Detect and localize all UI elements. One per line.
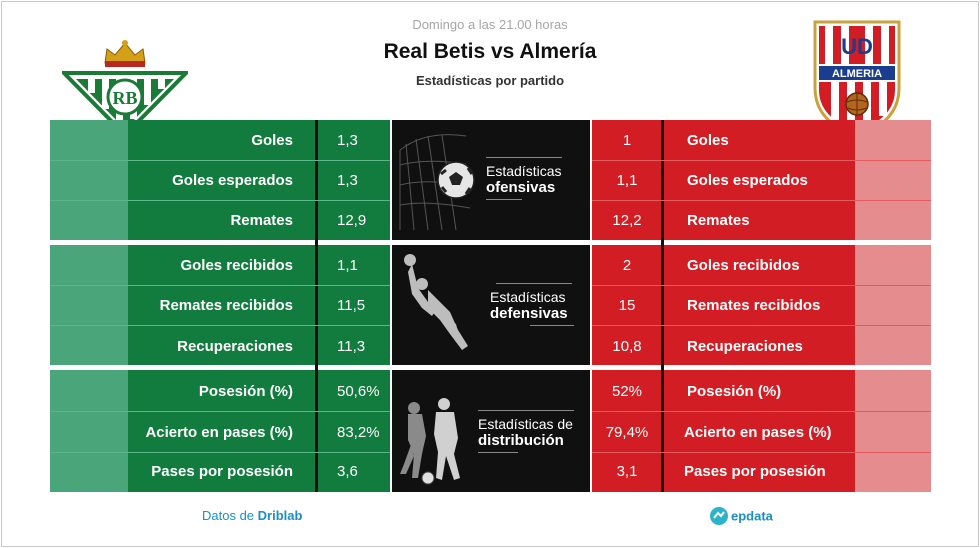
panel-offensive-rule-bottom — [486, 199, 522, 200]
almeria-stat-label: Pases por posesión — [684, 463, 826, 480]
betis-value-divider — [315, 120, 318, 492]
betis-stat-value: 11,3 — [337, 338, 366, 355]
almeria-stat-value: 10,8 — [612, 338, 642, 355]
betis-stat-label: Recuperaciones — [177, 338, 293, 355]
page-subtitle: Estadísticas por partido — [415, 73, 565, 88]
panel-defensive-line1: Estadísticas — [490, 289, 566, 305]
source-credit-brand: Driblab — [257, 508, 303, 523]
almeria-stat-value: 2 — [622, 257, 632, 274]
panel-defensive-title: Estadísticas defensivas — [490, 289, 568, 322]
betis-stat-label: Pases por posesión — [151, 463, 293, 480]
panel-defensive-rule-top — [496, 283, 572, 284]
panel-defensive-rule-bottom — [530, 325, 574, 326]
almeria-stat-value: 3,1 — [616, 463, 638, 480]
almeria-stat-label: Goles recibidos — [687, 257, 800, 274]
almeria-crest-letters: UD — [841, 34, 873, 59]
betis-stat-value: 1,1 — [337, 257, 358, 274]
panel-defensive-line2: defensivas — [490, 305, 568, 322]
betis-stat-value: 1,3 — [337, 132, 358, 149]
panel-offensive-title: Estadísticas ofensivas — [486, 163, 561, 196]
almeria-stat-value: 52% — [611, 383, 643, 400]
goal-net-ball-icon — [399, 134, 475, 231]
betis-stat-label: Goles recibidos — [180, 257, 293, 274]
almeria-crest-text: ALMERIA — [832, 68, 882, 80]
panel-offensive-line2: ofensivas — [486, 179, 556, 196]
panel-distribution-rule-top — [478, 410, 574, 411]
betis-crest-letters: RB — [112, 88, 137, 108]
page-title: Real Betis vs Almería — [383, 40, 597, 63]
almeria-stat-label: Goles — [687, 132, 729, 149]
betis-stat-label: Goles esperados — [172, 172, 293, 189]
almeria-stat-label: Recuperaciones — [687, 338, 803, 355]
almeria-stat-label: Acierto en pases (%) — [684, 424, 832, 441]
goalkeeper-icon — [404, 254, 468, 350]
betis-stat-value: 50,6% — [337, 383, 380, 400]
panel-distribution-line1: Estadísticas de — [478, 416, 573, 432]
players-icon — [400, 398, 460, 485]
betis-stat-label: Goles — [251, 132, 293, 149]
panel-offensive-rule-top — [486, 157, 562, 158]
source-credit: Datos de Driblab — [202, 508, 302, 523]
almeria-stat-value: 12,2 — [612, 212, 642, 229]
source-credit-prefix: Datos de — [202, 508, 258, 523]
almeria-value-divider — [661, 120, 664, 492]
epdata-logo-icon — [710, 507, 728, 525]
almeria-stat-value: 1,1 — [616, 172, 638, 189]
betis-stat-value: 3,6 — [337, 463, 358, 480]
almeria-stat-value: 79,4% — [605, 424, 649, 441]
betis-stat-value: 1,3 — [337, 172, 358, 189]
betis-crest-icon: RB — [62, 40, 188, 137]
betis-stat-value: 12,9 — [337, 212, 367, 229]
panel-distribution-title: Estadísticas de distribución — [478, 416, 573, 449]
almeria-stat-value: 1 — [622, 132, 632, 149]
almeria-stat-label: Posesión (%) — [687, 383, 782, 400]
almeria-stat-label: Goles esperados — [687, 172, 808, 189]
epdata-logo-text: epdata — [731, 508, 773, 524]
betis-stat-value: 11,5 — [337, 297, 366, 314]
betis-stat-value: 83,2% — [337, 424, 380, 441]
betis-stat-label: Posesión (%) — [198, 383, 293, 400]
betis-stat-label: Acierto en pases (%) — [145, 424, 293, 441]
almeria-stat-label: Remates recibidos — [687, 297, 821, 314]
epdata-logo: epdata — [709, 506, 773, 526]
almeria-stat-label: Remates — [687, 212, 750, 229]
panel-offensive-line1: Estadísticas — [486, 163, 562, 179]
panel-distribution-line2: distribución — [478, 432, 564, 449]
betis-stat-label: Remates recibidos — [159, 297, 293, 314]
almeria-crest-icon: UD ALMERIA — [813, 20, 901, 138]
panel-distribution-rule-bottom — [478, 452, 518, 453]
almeria-stat-value: 15 — [618, 297, 636, 314]
match-time: Domingo a las 21.00 horas — [412, 17, 568, 32]
betis-stat-label: Remates — [230, 212, 293, 229]
